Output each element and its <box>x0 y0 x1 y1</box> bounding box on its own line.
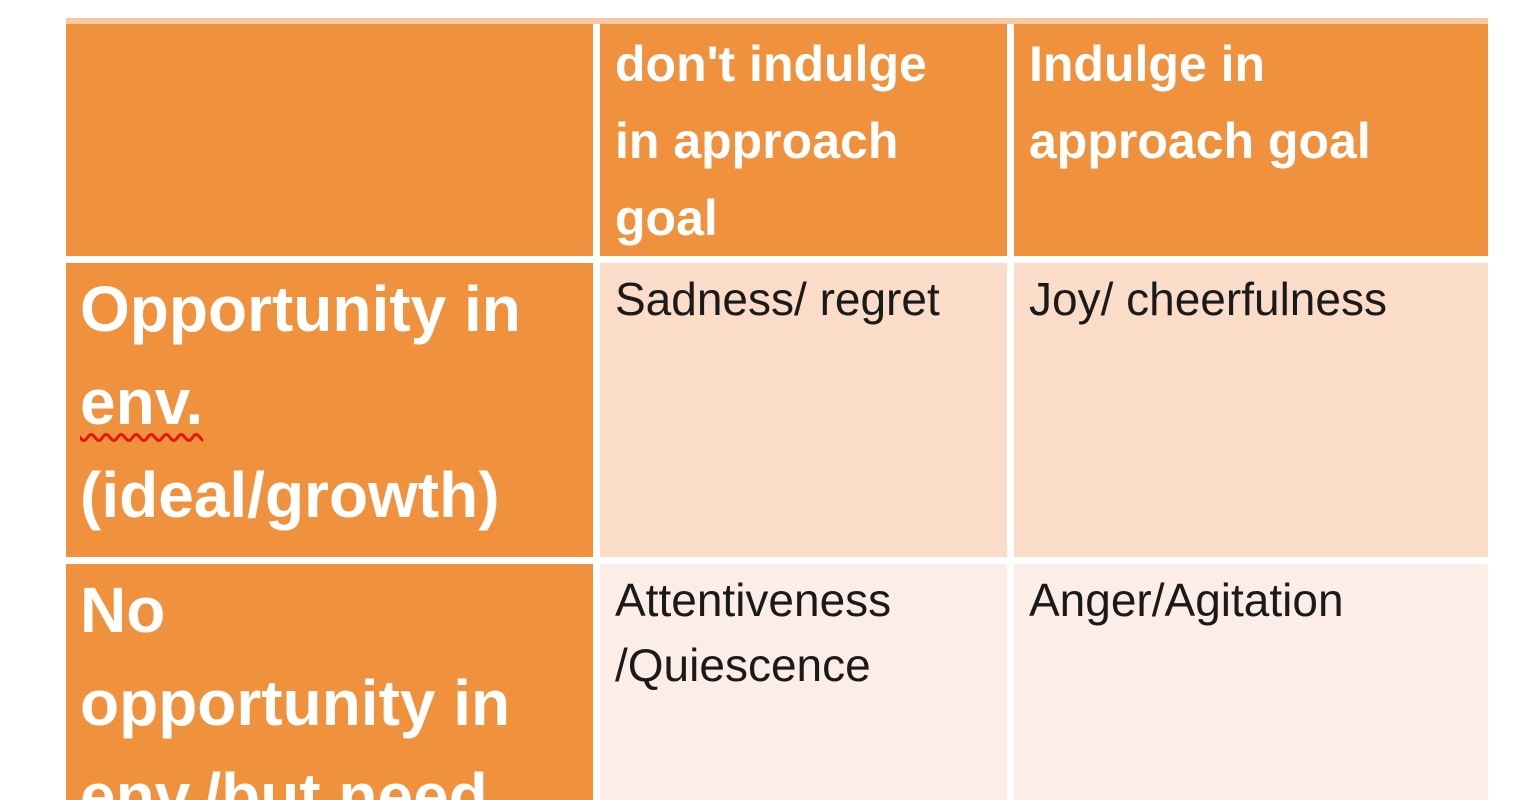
cell-attentiveness-quiescence[interactable]: Attentiveness /Quiescence <box>600 564 1007 800</box>
spellcheck-underlined-word: env. <box>80 366 204 438</box>
col-header-line: in approach <box>615 113 899 169</box>
row-header-opportunity-in-env[interactable]: Opportunity in env. (ideal/growth) <box>66 263 593 557</box>
col-header-line: goal <box>615 190 718 246</box>
row-header-line: Opportunity in <box>80 273 521 345</box>
col-header-dont-indulge[interactable]: don't indulge in approach goal <box>600 24 1007 256</box>
emotions-table: don't indulge in approach goal Indulge i… <box>66 18 1488 800</box>
col-header-line: Indulge in <box>1029 36 1266 92</box>
table-grid: don't indulge in approach goal Indulge i… <box>66 24 1488 800</box>
col-header-indulge[interactable]: Indulge in approach goal <box>1014 24 1488 256</box>
cell-text: Sadness/ regret <box>615 273 940 325</box>
cell-joy-cheerfulness[interactable]: Joy/ cheerfulness <box>1014 263 1488 557</box>
cell-text: Attentiveness <box>615 574 892 626</box>
col-header-line: don't indulge <box>615 36 927 92</box>
row-header-line: opportunity in <box>80 667 511 739</box>
col-header-line: approach goal <box>1029 113 1371 169</box>
cell-sadness-regret[interactable]: Sadness/ regret <box>600 263 1007 557</box>
table-top-border <box>66 18 1488 24</box>
row-header-line: env./but need <box>80 760 488 800</box>
cell-text: /Quiescence <box>615 639 871 691</box>
cell-text: Joy/ cheerfulness <box>1029 273 1387 325</box>
corner-cell[interactable] <box>66 24 593 256</box>
row-header-line: (ideal/growth) <box>80 459 500 531</box>
cell-anger-agitation[interactable]: Anger/Agitation <box>1014 564 1488 800</box>
cell-text: Anger/Agitation <box>1029 574 1344 626</box>
row-header-no-opportunity-in-env[interactable]: No opportunity in env./but need <box>66 564 593 800</box>
row-header-line: No <box>80 574 166 646</box>
